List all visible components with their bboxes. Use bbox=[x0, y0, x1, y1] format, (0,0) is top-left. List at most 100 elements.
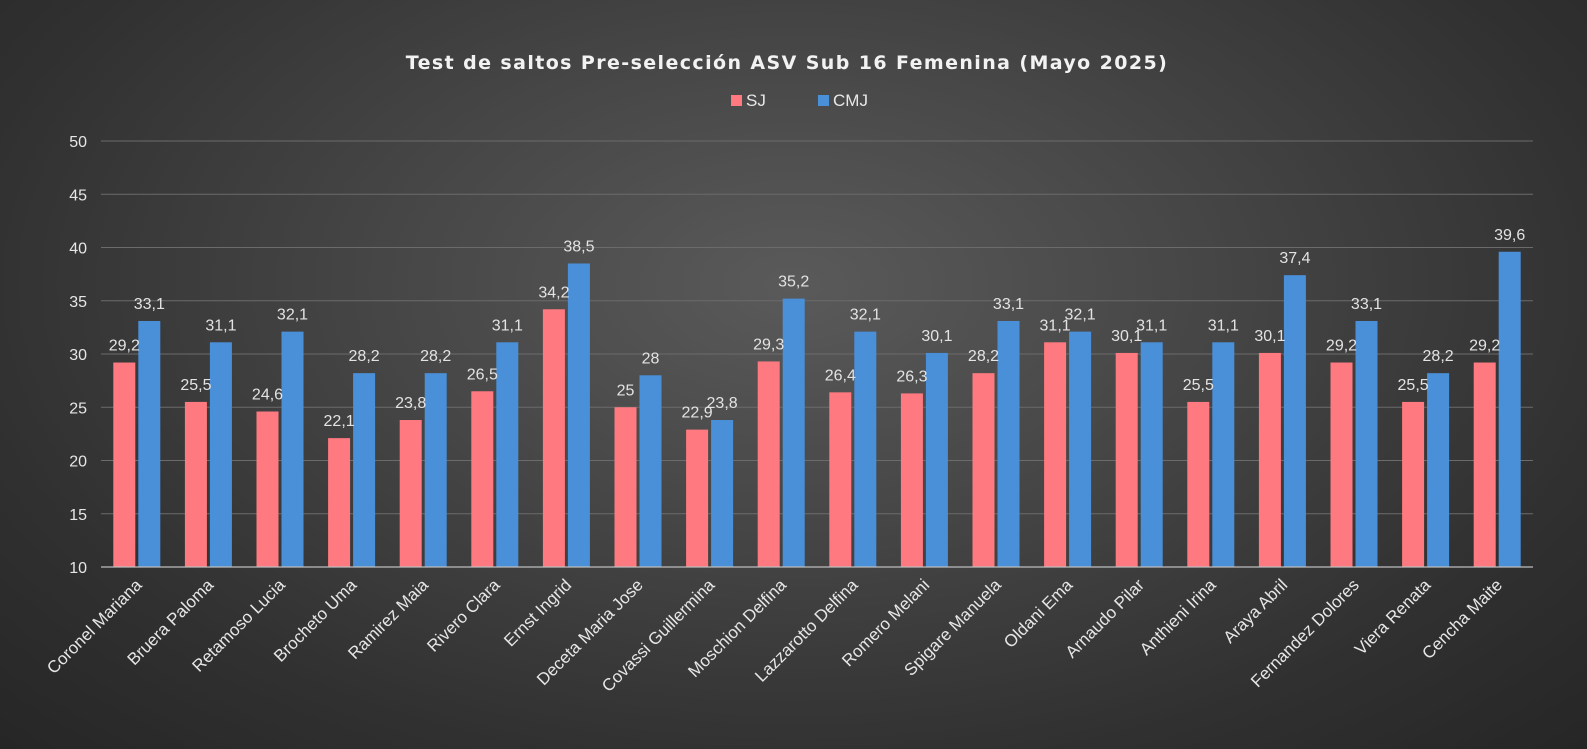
bar-cmj bbox=[281, 331, 304, 567]
bar-cmj bbox=[1140, 342, 1163, 567]
bar-cmj bbox=[1427, 373, 1450, 567]
bar-cmj bbox=[925, 352, 948, 567]
x-tick-label: Oldani Ema bbox=[1000, 575, 1077, 652]
bars bbox=[113, 251, 1521, 567]
data-label-sj: 24,6 bbox=[252, 387, 283, 404]
data-label-sj: 26,4 bbox=[825, 367, 856, 384]
bar-sj bbox=[757, 361, 780, 567]
gridlines bbox=[101, 140, 1533, 515]
legend-swatch-sj bbox=[731, 95, 742, 106]
bar-sj bbox=[184, 401, 207, 567]
data-label-sj: 28,2 bbox=[968, 348, 999, 365]
bar-cmj bbox=[1212, 342, 1235, 567]
bar-cmj bbox=[782, 298, 805, 567]
data-label-sj: 29,2 bbox=[1469, 338, 1500, 355]
bar-cmj bbox=[997, 320, 1020, 567]
bar-sj bbox=[1044, 342, 1067, 567]
data-labels: 29,2 33,1 25,5 31,1 24,6 32,1 22,1 28,2 23,8 28,2… bbox=[109, 227, 1526, 430]
data-label-sj: 25,5 bbox=[1183, 377, 1214, 394]
data-label-cmj: 31,1 bbox=[205, 317, 236, 334]
bar-sj bbox=[113, 362, 136, 567]
data-label-cmj: 28 bbox=[642, 350, 660, 367]
bar-sj bbox=[542, 309, 565, 567]
data-label-cmj: 31,1 bbox=[1208, 317, 1239, 334]
bar-cmj bbox=[424, 373, 447, 567]
bar-sj bbox=[1115, 352, 1138, 567]
bar-sj bbox=[614, 407, 637, 567]
legend: SJ CMJ bbox=[731, 91, 868, 110]
data-label-cmj: 33,1 bbox=[1351, 296, 1382, 313]
bar-cmj bbox=[1283, 275, 1306, 567]
data-label-cmj: 32,1 bbox=[1065, 307, 1096, 324]
bar-sj bbox=[1330, 362, 1353, 567]
data-label-sj: 25,5 bbox=[1398, 377, 1429, 394]
data-label-sj: 22,1 bbox=[324, 413, 355, 430]
data-label-cmj: 37,4 bbox=[1279, 250, 1310, 267]
bar-sj bbox=[256, 411, 279, 567]
bar-sj bbox=[1187, 401, 1210, 567]
data-label-cmj: 33,1 bbox=[134, 296, 165, 313]
y-tick-label: 25 bbox=[69, 400, 87, 417]
bar-cmj bbox=[1069, 331, 1092, 567]
bar-cmj bbox=[1498, 251, 1521, 567]
data-label-cmj: 23,8 bbox=[707, 395, 738, 412]
data-label-cmj: 33,1 bbox=[993, 296, 1024, 313]
legend-label-cmj: CMJ bbox=[833, 91, 868, 110]
bar-cmj bbox=[711, 420, 734, 567]
bar-sj bbox=[900, 393, 923, 567]
bar-sj bbox=[328, 438, 351, 567]
bar-cmj bbox=[854, 331, 877, 567]
data-label-cmj: 35,2 bbox=[778, 274, 809, 291]
bar-sj bbox=[399, 420, 422, 567]
y-tick-label: 10 bbox=[69, 560, 87, 577]
bar-sj bbox=[1258, 352, 1281, 567]
data-label-cmj: 32,1 bbox=[850, 307, 881, 324]
bar-cmj bbox=[138, 320, 161, 567]
data-label-cmj: 28,2 bbox=[420, 348, 451, 365]
y-tick-label: 30 bbox=[69, 347, 87, 364]
data-label-cmj: 28,2 bbox=[1423, 348, 1454, 365]
data-label-sj: 23,8 bbox=[395, 395, 426, 412]
bar-sj bbox=[829, 392, 852, 567]
y-tick-label: 50 bbox=[69, 134, 87, 151]
data-label-sj: 31,1 bbox=[1040, 317, 1071, 334]
legend-label-sj: SJ bbox=[746, 91, 766, 110]
data-label-cmj: 31,1 bbox=[492, 317, 523, 334]
data-label-sj: 25,5 bbox=[180, 377, 211, 394]
y-tick-label: 15 bbox=[69, 507, 87, 524]
y-tick-label: 45 bbox=[69, 187, 87, 204]
bar-sj bbox=[1402, 401, 1425, 567]
data-label-sj: 26,5 bbox=[467, 366, 498, 383]
y-tick-label: 20 bbox=[69, 454, 87, 471]
data-label-sj: 30,1 bbox=[1111, 328, 1142, 345]
chart-title: Test de saltos Pre-selección ASV Sub 16 … bbox=[406, 52, 1168, 74]
bar-cmj bbox=[353, 373, 376, 567]
bar-sj bbox=[686, 429, 709, 567]
bar-cmj bbox=[1355, 320, 1378, 567]
data-label-cmj: 31,1 bbox=[1136, 317, 1167, 334]
data-label-cmj: 38,5 bbox=[563, 238, 594, 255]
data-label-sj: 22,9 bbox=[682, 405, 713, 422]
y-tick-label: 40 bbox=[69, 241, 87, 258]
y-tick-label: 35 bbox=[69, 294, 87, 311]
data-label-cmj: 30,1 bbox=[921, 328, 952, 345]
bar-sj bbox=[972, 373, 995, 567]
data-label-cmj: 32,1 bbox=[277, 307, 308, 324]
x-tick-label: Rivero Clara bbox=[423, 575, 504, 656]
bar-sj bbox=[1473, 362, 1496, 567]
bar-cmj bbox=[209, 342, 232, 567]
x-tick-label: Anthieni Irina bbox=[1136, 575, 1220, 659]
data-label-sj: 34,2 bbox=[538, 284, 569, 301]
y-axis-ticks: 10 15 20 25 30 35 40 45 50 bbox=[69, 134, 87, 577]
data-label-sj: 29,2 bbox=[1326, 338, 1357, 355]
x-tick-label: Ernst Ingrid bbox=[500, 575, 575, 650]
data-label-sj: 26,3 bbox=[896, 368, 927, 385]
data-label-cmj: 28,2 bbox=[349, 348, 380, 365]
data-label-sj: 25 bbox=[617, 382, 635, 399]
x-tick-label: Araya Abril bbox=[1220, 575, 1292, 647]
bar-sj bbox=[471, 391, 494, 567]
data-label-sj: 29,3 bbox=[753, 336, 784, 353]
